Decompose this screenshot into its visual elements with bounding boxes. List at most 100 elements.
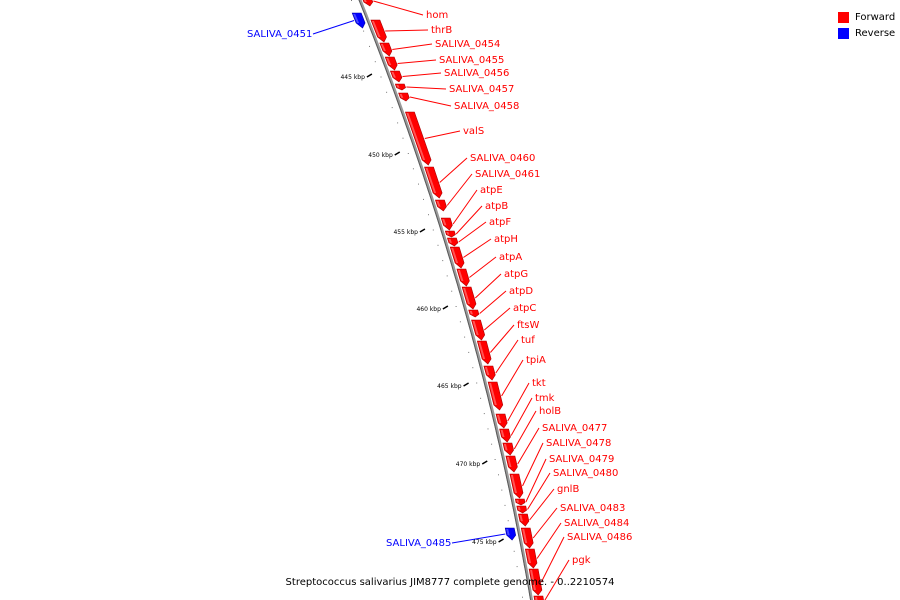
- gene-highlight: [519, 515, 523, 522]
- leader-line: [517, 427, 540, 465]
- gene-highlight: [510, 475, 517, 493]
- gene-highlight: [526, 550, 531, 563]
- tick-dot: [374, 61, 376, 63]
- tick-label: 460 kbp: [416, 306, 441, 313]
- leader-line: [424, 130, 461, 139]
- tick-dot: [498, 474, 499, 476]
- gene-label-atpB: atpB: [485, 201, 508, 212]
- tick-label: 470 kbp: [456, 461, 481, 468]
- gene-label-SALIVA_0451: SALIVA_0451: [247, 29, 312, 40]
- leader-line: [406, 86, 447, 90]
- gene-highlight: [506, 457, 512, 467]
- gene-highlight: [442, 219, 447, 226]
- gene-label-SALIVA_0458: SALIVA_0458: [454, 101, 519, 112]
- gene-highlight: [469, 311, 473, 315]
- label-leader-lines: [312, 0, 570, 600]
- tick-dot: [418, 183, 419, 185]
- gene-highlight: [472, 321, 479, 335]
- gene-label-atpF: atpF: [489, 217, 511, 228]
- gene-label-SALIVA_0455: SALIVA_0455: [439, 55, 504, 66]
- tick-dot: [483, 413, 485, 415]
- tick-label: 475 kbp: [472, 539, 497, 546]
- gene-label-SALIVA_0479: SALIVA_0479: [549, 454, 614, 465]
- gene-highlight: [446, 232, 450, 235]
- tick-dot: [386, 91, 388, 93]
- gene-highlight: [380, 44, 386, 51]
- gene-label-atpG: atpG: [504, 269, 528, 280]
- leader-line: [312, 20, 355, 35]
- gene-highlight: [517, 507, 521, 511]
- gene-label-SALIVA_0457: SALIVA_0457: [449, 84, 514, 95]
- tick-dot: [407, 153, 409, 154]
- major-tick: [481, 460, 488, 465]
- gene-SALIVA_0457: [394, 83, 406, 91]
- gene-label-tkt: tkt: [532, 378, 546, 389]
- gene-label-tuf: tuf: [521, 335, 535, 346]
- gene-highlight: [436, 201, 441, 207]
- tick-dot: [459, 321, 461, 323]
- gene-highlight: [371, 21, 381, 37]
- gene-highlight: [489, 383, 497, 405]
- tick-dot: [501, 489, 503, 491]
- legend-swatch-reverse: [838, 27, 849, 39]
- tick-dot: [494, 459, 496, 460]
- leader-line: [452, 189, 478, 225]
- leader-line: [544, 559, 570, 600]
- gene-label-SALIVA_0485: SALIVA_0485: [386, 538, 451, 549]
- gene-label-pgk: pgk: [572, 555, 591, 566]
- gene-label-SALIVA_0477: SALIVA_0477: [542, 423, 607, 434]
- tick-dot: [455, 306, 457, 307]
- gene-label-SALIVA_0454: SALIVA_0454: [435, 39, 500, 50]
- legend-item-forward: Forward: [838, 9, 895, 25]
- gene-label-ftsW: ftsW: [517, 320, 539, 331]
- leader-line: [446, 173, 473, 206]
- leader-line: [501, 359, 524, 397]
- tick-dot: [428, 214, 429, 216]
- leader-line: [507, 382, 530, 422]
- gene-highlight: [534, 597, 538, 600]
- leader-line: [495, 339, 519, 374]
- tick-dot: [516, 566, 518, 568]
- gene-label-SALIVA_0483: SALIVA_0483: [560, 503, 625, 514]
- gene-highlight: [406, 113, 426, 160]
- legend-item-reverse: Reverse: [838, 25, 895, 41]
- backbone: [358, 0, 534, 600]
- gene-label-valS: valS: [463, 126, 484, 137]
- gene-label-tpiA: tpiA: [526, 355, 546, 366]
- gene-SALIVA_0479: [514, 498, 526, 506]
- backbone-line: [358, 0, 534, 600]
- tick-dots: [351, 0, 523, 598]
- gene-label-atpH: atpH: [494, 234, 518, 245]
- leader-line: [483, 307, 511, 331]
- gene-label-SALIVA_0456: SALIVA_0456: [444, 68, 509, 79]
- tick-dot: [487, 428, 489, 430]
- gene-highlight: [478, 342, 486, 359]
- tick-dot: [432, 229, 434, 231]
- leader-line: [385, 29, 429, 32]
- tick-dot: [468, 351, 470, 353]
- gene-features: [351, 0, 544, 600]
- major-tick: [366, 73, 373, 78]
- major-tick: [442, 305, 449, 310]
- gene-highlight: [503, 444, 508, 451]
- leader-line: [540, 536, 565, 583]
- major-tick: [419, 228, 426, 233]
- tick-dot: [522, 596, 523, 598]
- tick-dot: [480, 397, 482, 399]
- tick-dot: [507, 520, 509, 522]
- gene-highlight: [363, 0, 367, 2]
- leader-line: [458, 221, 487, 243]
- leader-line: [397, 59, 437, 64]
- gene-highlight: [386, 58, 392, 65]
- gene-label-holB: holB: [539, 406, 561, 417]
- legend: Forward Reverse: [838, 9, 895, 41]
- gene-label-gnlB: gnlB: [557, 484, 579, 495]
- legend-label-reverse: Reverse: [855, 27, 896, 39]
- leader-line: [522, 442, 544, 487]
- leader-line: [532, 507, 558, 539]
- gene-label-SALIVA_0461: SALIVA_0461: [475, 169, 540, 180]
- backbone-edge: [358, 0, 532, 600]
- tick-dot: [451, 290, 453, 292]
- leader-line: [479, 290, 507, 314]
